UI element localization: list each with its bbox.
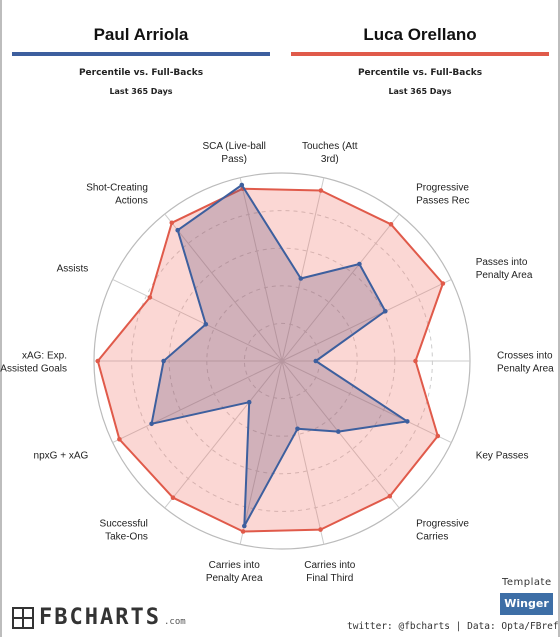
- series-luca-orellano-point: [95, 358, 101, 364]
- logo-suffix: .com: [164, 617, 186, 627]
- player-left-name: Paul Arriola: [93, 25, 189, 44]
- axis-label: Progressive Passes Rec: [416, 182, 469, 206]
- left-border: [0, 0, 2, 637]
- player-left-color-bar: [12, 52, 270, 56]
- series-paul-arriola-point: [357, 261, 362, 267]
- series-luca-orellano-point: [413, 358, 418, 364]
- series-luca-orellano-point: [440, 281, 446, 286]
- player-right-name: Luca Orellano: [363, 25, 477, 44]
- axis-label: Passes into Penalty Area: [476, 257, 533, 281]
- axis-spoke: [164, 360, 283, 509]
- logo-text: FBCHARTS: [39, 605, 161, 630]
- player-left-period: Last 365 Days: [109, 87, 173, 96]
- series-luca-orellano-point: [170, 495, 176, 501]
- axis-spoke: [281, 360, 452, 444]
- player-left-header: Paul Arriola Percentile vs. Full-Backs L…: [12, 24, 270, 96]
- series-luca-orellano-point: [387, 493, 393, 499]
- series-paul-arriola-point: [246, 399, 252, 405]
- series-paul-arriola-point: [298, 276, 304, 281]
- series-paul-arriola-point: [203, 322, 209, 327]
- player-right-subtitle: Percentile vs. Full-Backs: [357, 68, 483, 78]
- axis-label: Shot-Creating Actions: [86, 182, 148, 206]
- axis-spoke: [164, 213, 283, 362]
- player-right-header: Luca Orellano Percentile vs. Full-Backs …: [291, 24, 549, 96]
- data-credit: twitter: @fbcharts | Data: Opta/FBref: [347, 621, 559, 632]
- axis-spoke: [281, 177, 325, 362]
- template-label: Template: [502, 577, 552, 588]
- axis-label: Progressive Carries: [416, 519, 469, 543]
- axis-label: Key Passes: [476, 450, 529, 461]
- axis-label: Touches (Att 3rd): [302, 141, 358, 165]
- axis-label: xAG: Exp. Assisted Goals: [0, 351, 67, 375]
- series-paul-arriola-point: [175, 227, 180, 233]
- series-paul-arriola-point: [336, 429, 341, 434]
- axis-spoke: [281, 213, 400, 362]
- template-badge: Winger: [500, 593, 553, 615]
- axis-spoke: [239, 360, 283, 545]
- axis-label: Assists: [57, 264, 89, 275]
- axis-spoke: [112, 360, 283, 444]
- series-paul-arriola-point: [239, 182, 245, 188]
- right-border: [558, 0, 560, 637]
- pitch-icon: [12, 607, 34, 629]
- player-left-subtitle: Percentile vs. Full-Backs: [78, 68, 204, 78]
- axis-spoke: [281, 360, 400, 509]
- series-luca-orellano-point: [169, 220, 175, 226]
- axis-spoke: [112, 278, 283, 362]
- series-luca-orellano-point: [117, 437, 122, 442]
- series-luca-orellano-point: [318, 188, 324, 193]
- axis-label: SCA (Live-ball Pass): [203, 141, 266, 165]
- series-paul-arriola-point: [383, 308, 388, 314]
- player-right-color-bar: [291, 52, 549, 56]
- series-paul-arriola-point: [295, 426, 300, 432]
- axis-label: Successful Take-Ons: [100, 519, 148, 543]
- axis-label: Carries into Final Third: [304, 560, 356, 584]
- series-paul-arriola-point: [405, 419, 410, 424]
- series-luca-orellano-point: [318, 527, 323, 532]
- series-luca-orellano-point: [147, 295, 153, 300]
- axis-spoke: [281, 360, 325, 545]
- axis-label: Carries into Penalty Area: [206, 560, 263, 584]
- axis-spoke: [239, 177, 283, 362]
- axis-spoke: [281, 278, 452, 362]
- player-right-period: Last 365 Days: [388, 87, 452, 96]
- series-luca-orellano-point: [388, 222, 394, 227]
- series-paul-arriola-point: [161, 358, 166, 364]
- series-paul-arriola-point: [242, 523, 247, 529]
- series-paul-arriola-point: [313, 358, 319, 364]
- axis-label: Crosses into Penalty Area: [497, 351, 554, 375]
- axis-label: npxG + xAG: [34, 450, 89, 461]
- series-paul-arriola-point: [149, 421, 154, 427]
- series-luca-orellano-point: [435, 433, 441, 439]
- series-luca-orellano-point: [240, 529, 246, 534]
